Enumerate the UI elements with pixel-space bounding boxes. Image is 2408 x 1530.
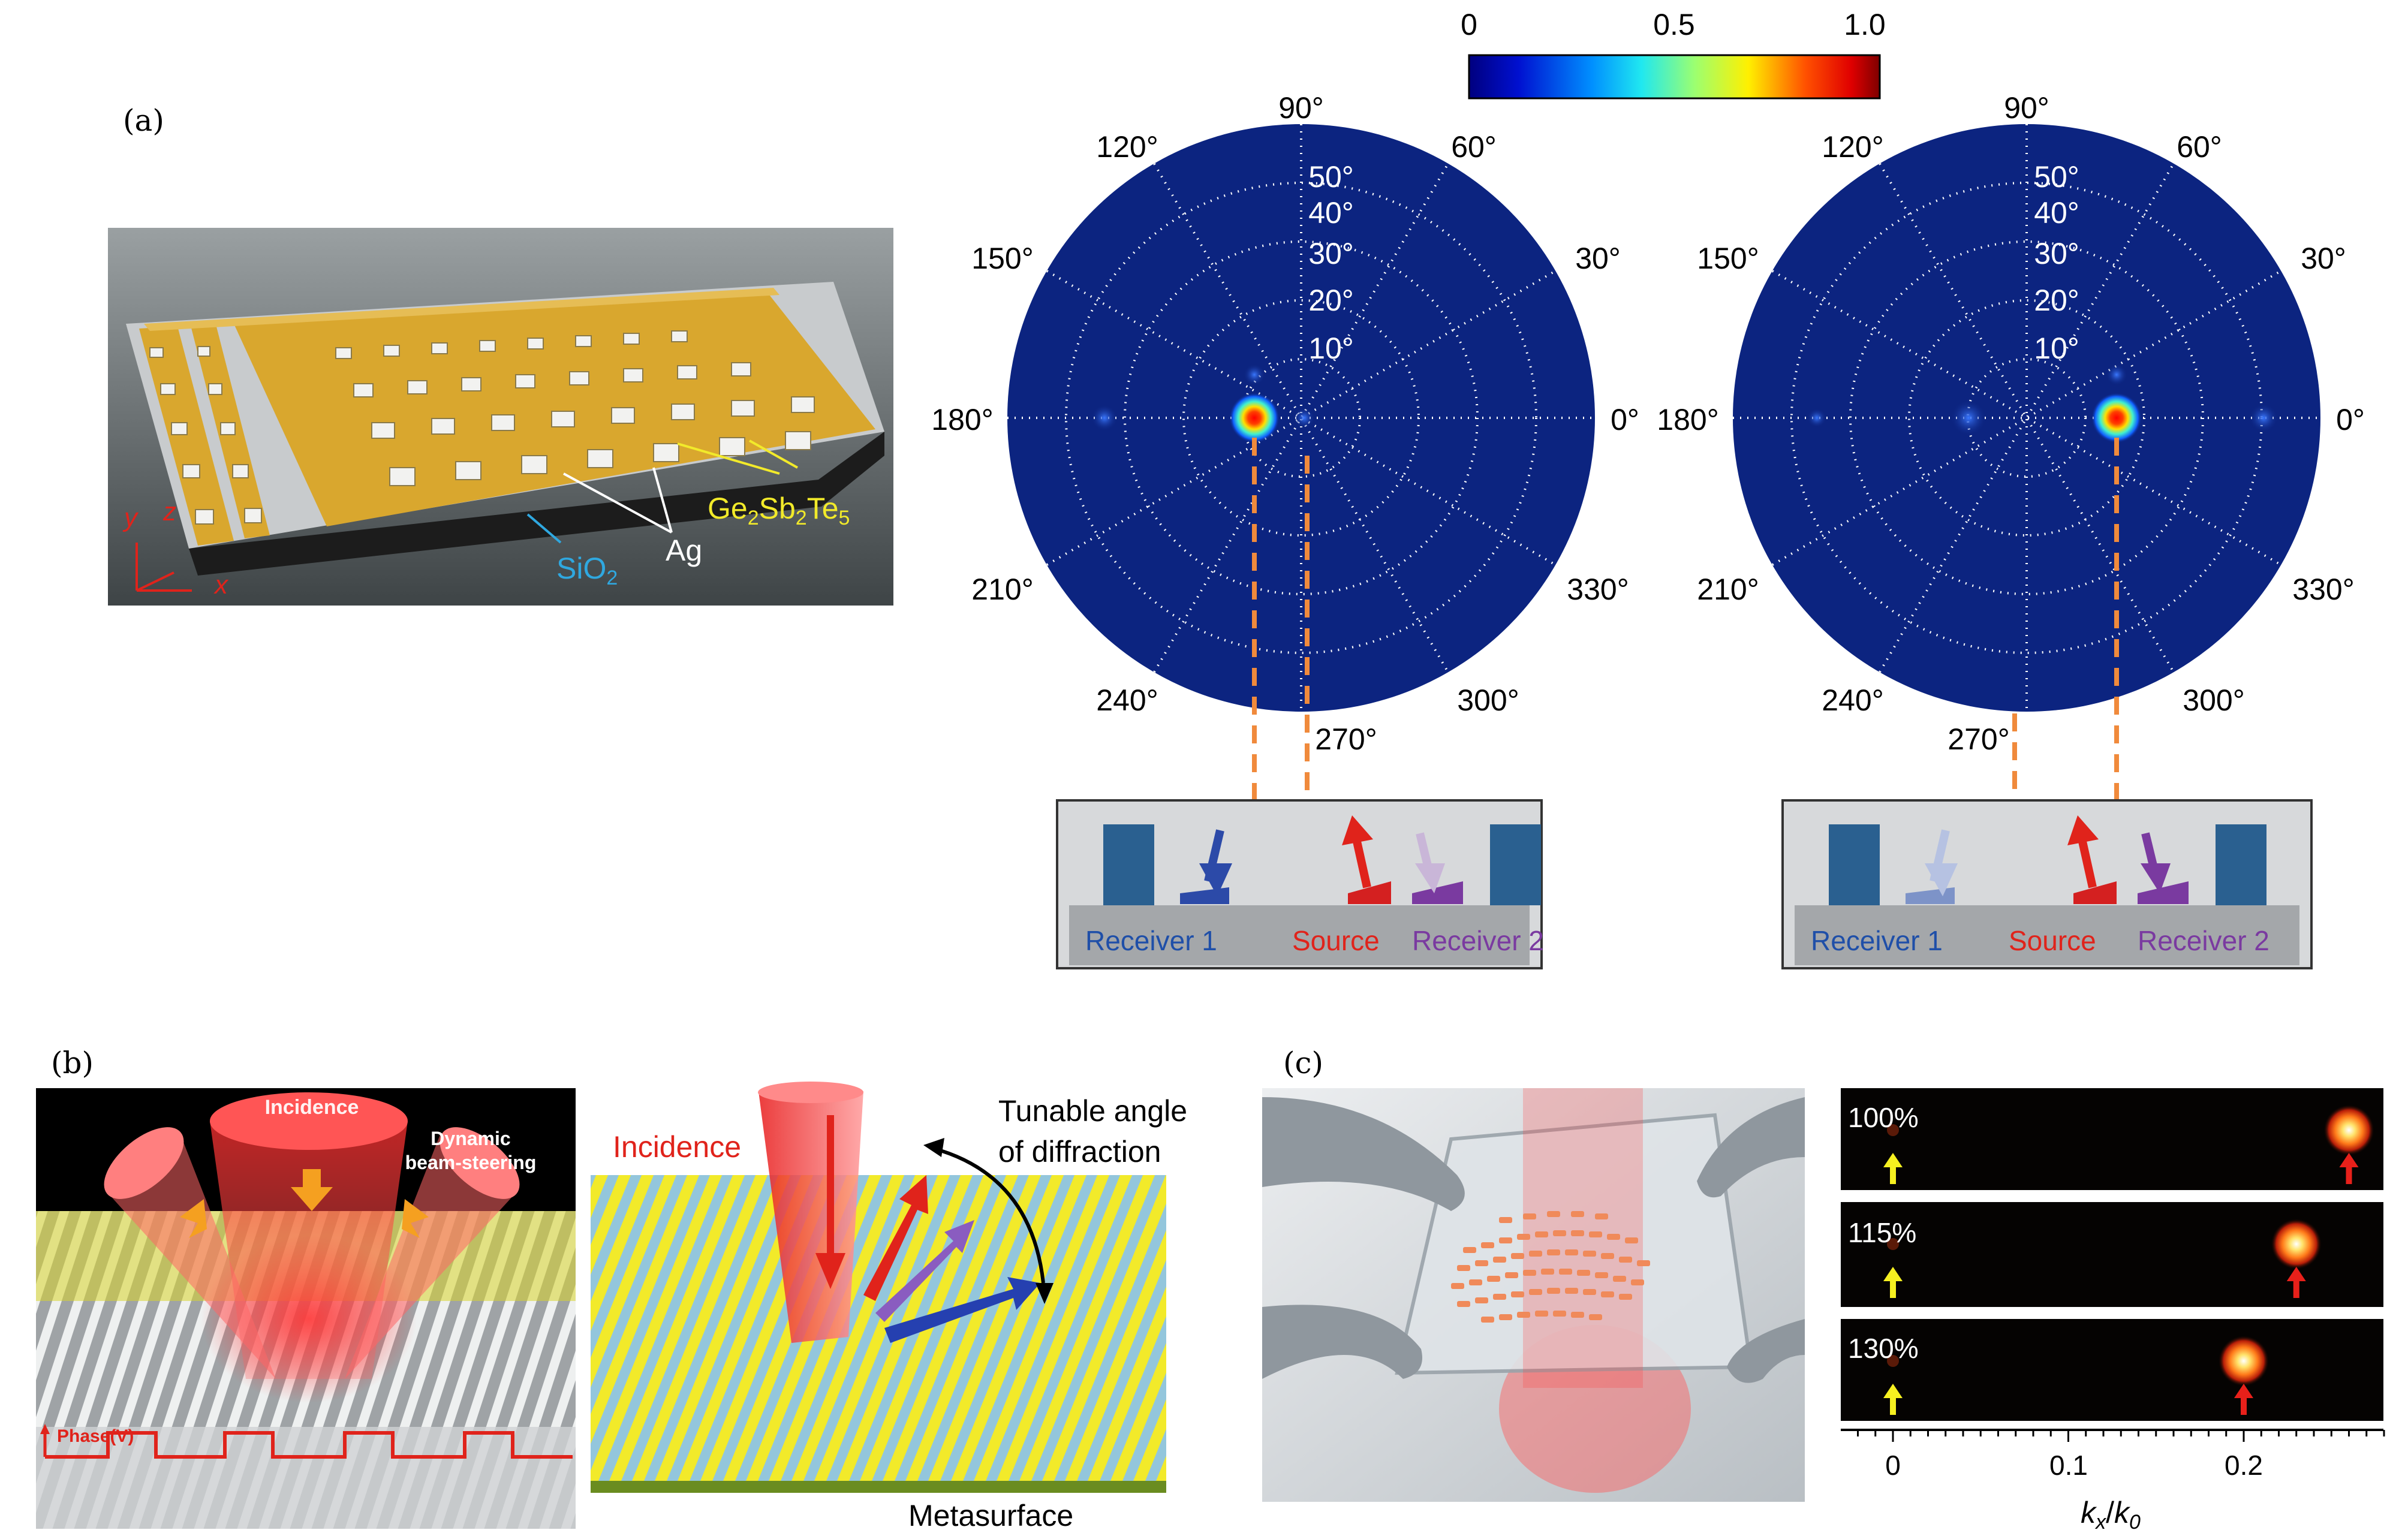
b-incidence-large: Incidence	[613, 1130, 741, 1164]
polar2-angle-90: 90°	[2004, 91, 2049, 125]
tunable-diffraction-render	[591, 1082, 1166, 1493]
polar1-angle-90: 90°	[1278, 91, 1324, 125]
diffraction-marker-2	[2234, 1384, 2253, 1415]
c-xtick-0: 0	[1885, 1450, 1901, 1481]
polar2-angle-300: 300°	[2183, 683, 2244, 717]
gst-label: Ge2Sb2Te5	[708, 492, 850, 529]
polar2-angle-60: 60°	[2177, 130, 2222, 164]
beam-steering-render	[36, 1088, 576, 1529]
polar2-radial-50: 50°	[2034, 160, 2079, 194]
c-x-axis	[1841, 1429, 2385, 1442]
diffraction-spot-0	[2323, 1105, 2374, 1155]
diffraction-spot-2	[2219, 1336, 2269, 1386]
guide-lines	[1252, 438, 2119, 800]
colorbar-tick-1: 1.0	[1844, 8, 1886, 41]
polar-1-hotspot	[1229, 393, 1280, 443]
diffraction-strips	[1841, 1088, 2383, 1421]
polar1-radial-10: 10°	[1308, 332, 1354, 365]
polar1-angle-270: 270°	[1315, 722, 1377, 756]
polar2-angle-30: 30°	[2301, 242, 2346, 275]
schematic-1	[1056, 799, 1543, 969]
schematic2-receiver2: Receiver 2	[2138, 925, 2269, 956]
schematic-2	[1781, 799, 2313, 969]
zero-order-spot-0	[1887, 1124, 1899, 1136]
polar1-radial-30: 30°	[1308, 237, 1354, 270]
polar1-angle-210: 210°	[971, 573, 1033, 606]
axis-label-x: x	[213, 570, 229, 600]
zero-order-marker-1	[1883, 1267, 1903, 1298]
polar-plot-1	[1007, 124, 1595, 712]
polar1-angle-0: 0°	[1611, 403, 1639, 436]
polar1-radial-50: 50°	[1308, 160, 1354, 194]
polar2-angle-180: 180°	[1657, 403, 1718, 436]
b-metasurface-label: Metasurface	[908, 1499, 1073, 1530]
polar1-angle-240: 240°	[1096, 683, 1158, 717]
diffraction-marker-0	[2339, 1153, 2359, 1184]
polar1-angle-30: 30°	[1575, 242, 1621, 275]
polar2-angle-150: 150°	[1697, 242, 1759, 275]
panel-b-label: (b)	[51, 1046, 94, 1080]
polar2-radial-30: 30°	[2034, 237, 2079, 270]
zero-order-spot-1	[1887, 1238, 1899, 1250]
axis-label-y: y	[122, 503, 139, 532]
schematic1-source: Source	[1292, 925, 1380, 956]
strip-label-130: 130%	[1848, 1333, 1919, 1364]
polar2-angle-210: 210°	[1697, 573, 1759, 606]
schematic2-source: Source	[2009, 925, 2096, 956]
polar2-angle-240: 240°	[1822, 683, 1883, 717]
polar1-angle-150: 150°	[971, 242, 1033, 275]
polar2-angle-0: 0°	[2336, 403, 2365, 436]
sio2-label: SiO2	[556, 552, 618, 589]
b-tunable-line2: of diffraction	[998, 1135, 1161, 1168]
ag-label: Ag	[666, 534, 702, 567]
b-dynamic-line2: beam-steering	[405, 1152, 537, 1173]
schematic1-receiver1: Receiver 1	[1085, 925, 1217, 956]
axis-label-z: z	[162, 497, 176, 526]
b-phase-label: Phase(V)	[57, 1426, 134, 1446]
polar-plot-2	[1733, 124, 2320, 712]
polar2-angle-120: 120°	[1822, 130, 1883, 164]
polar2-radial-40: 40°	[2034, 196, 2079, 230]
schematic1-receiver2: Receiver 2	[1412, 925, 1544, 956]
polar1-angle-60: 60°	[1451, 130, 1497, 164]
strip-label-115: 115%	[1848, 1217, 1916, 1248]
polar-grid-1	[1007, 124, 1595, 712]
diffraction-spot-1	[2271, 1219, 2322, 1269]
zero-order-marker-2	[1883, 1384, 1903, 1415]
c-xlabel: kx/k0	[2081, 1496, 2141, 1530]
polar-2-hotspot	[2091, 393, 2142, 443]
polar1-angle-300: 300°	[1457, 683, 1519, 717]
diffraction-marker-1	[2286, 1267, 2306, 1298]
polar1-angle-120: 120°	[1096, 130, 1158, 164]
polar1-angle-180: 180°	[931, 403, 993, 436]
stretchable-metasurface-render	[1262, 1088, 1805, 1502]
panel-a-label: (a)	[123, 103, 164, 138]
b-dynamic-line1: Dynamic	[431, 1128, 510, 1149]
polar1-radial-20: 20°	[1308, 284, 1354, 317]
polar1-angle-330: 330°	[1567, 573, 1629, 606]
c-xtick-02: 0.2	[2225, 1450, 2263, 1481]
polar2-radial-10: 10°	[2034, 332, 2079, 365]
polar2-angle-270: 270°	[1948, 722, 2009, 756]
polar2-angle-330: 330°	[2292, 573, 2354, 606]
colorbar-tick-05: 0.5	[1653, 8, 1695, 41]
panel-c-label: (c)	[1283, 1046, 1323, 1080]
strip-label-100: 100%	[1848, 1102, 1919, 1133]
polar1-radial-40: 40°	[1308, 196, 1354, 230]
zero-order-marker-0	[1883, 1153, 1903, 1184]
b-incidence-small: Incidence	[265, 1096, 359, 1119]
schematic2-receiver1: Receiver 1	[1811, 925, 1943, 956]
b-tunable-line1: Tunable angle	[998, 1094, 1187, 1128]
zero-order-spot-2	[1887, 1355, 1899, 1367]
gst-metasurface-render	[108, 228, 893, 606]
c-xtick-01: 0.1	[2049, 1450, 2088, 1481]
colorbar: 0 0.5 1.0	[1461, 8, 1886, 100]
polar2-radial-20: 20°	[2034, 284, 2079, 317]
colorbar-tick-0: 0	[1461, 8, 1477, 41]
